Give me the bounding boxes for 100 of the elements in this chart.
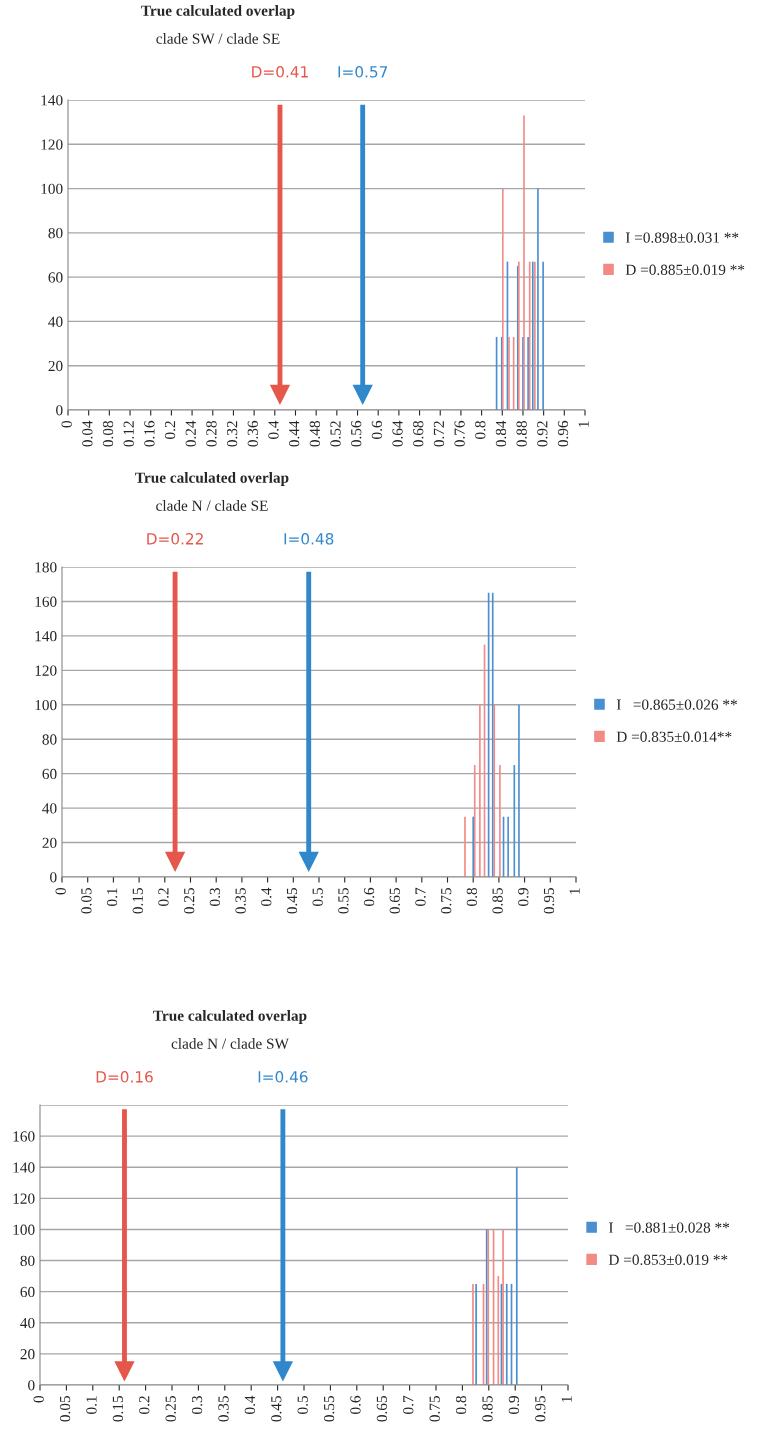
x-tick-label: 0.45 xyxy=(271,1396,282,1422)
x-tick-label: 0.16 xyxy=(144,420,155,447)
chart-subtitle: clade SW / clade SE xyxy=(156,33,280,44)
x-tick-label: 0.44 xyxy=(288,420,300,447)
y-tick-label: 20 xyxy=(48,360,63,372)
y-tick-label: 100 xyxy=(35,699,57,711)
ref-line-label: I=0.48 xyxy=(284,533,334,545)
x-tick-label: 0 xyxy=(61,421,72,428)
y-tick-label: 40 xyxy=(42,803,57,814)
legend-label: D =0.885±0.019 ** xyxy=(625,264,745,275)
y-tick-label: 0 xyxy=(56,405,63,416)
chart-title: True calculated overlap xyxy=(141,5,295,19)
ref-line-label: D=0.22 xyxy=(147,533,203,545)
x-tick-label: 0.2 xyxy=(139,1396,150,1414)
x-tick-label: 0.7 xyxy=(415,887,426,906)
x-tick-label: 0.56 xyxy=(351,420,362,447)
x-tick-label: 0.08 xyxy=(102,421,114,447)
x-tick-label: 0.1 xyxy=(106,888,118,906)
x-tick-label: 0.04 xyxy=(82,420,93,447)
x-tick-label: 0.95 xyxy=(535,1396,546,1422)
chart-title: True calculated overlap xyxy=(135,472,289,486)
x-tick-label: 0.92 xyxy=(537,421,548,447)
x-tick-label: 0.4 xyxy=(268,420,279,439)
ref-line-label: D=0.41 xyxy=(252,66,308,78)
x-tick-label: 0.64 xyxy=(392,420,403,447)
x-tick-label: 0.2 xyxy=(164,421,176,439)
x-tick-label: 0.45 xyxy=(286,888,298,914)
x-tick-label: 0.32 xyxy=(226,421,238,447)
y-tick-label: 80 xyxy=(20,1255,35,1267)
y-tick-label: 100 xyxy=(13,1224,35,1235)
x-tick-label: 0.12 xyxy=(123,421,134,447)
x-tick-label: 0.5 xyxy=(297,1396,308,1414)
x-tick-label: 0.25 xyxy=(184,888,195,914)
x-tick-label: 0.68 xyxy=(413,421,424,447)
x-tick-label: 0.75 xyxy=(441,888,452,914)
y-tick-label: 140 xyxy=(41,95,63,106)
x-tick-label: 0.65 xyxy=(389,888,400,914)
x-tick-label: 0.36 xyxy=(247,420,259,447)
y-tick-label: 60 xyxy=(48,272,63,283)
ref-line-label: I=0.57 xyxy=(338,66,388,78)
chart-subtitle: clade N / clade SE xyxy=(156,500,268,511)
y-tick-label: 160 xyxy=(13,1131,35,1142)
x-tick-label: 0.1 xyxy=(86,1396,97,1414)
x-tick-label: 0.8 xyxy=(455,1396,467,1414)
x-tick-label: 1 xyxy=(569,888,580,894)
x-tick-label: 0.5 xyxy=(312,888,323,906)
y-tick-label: 80 xyxy=(48,228,63,239)
x-tick-label: 0.88 xyxy=(516,421,527,447)
y-tick-label: 160 xyxy=(35,596,57,607)
x-tick-label: 0.55 xyxy=(323,1396,335,1422)
x-tick-label: 0.15 xyxy=(112,1396,124,1422)
y-tick-label: 60 xyxy=(42,768,57,780)
ref-line-label: I=0.46 xyxy=(258,1071,308,1083)
y-tick-label: 140 xyxy=(35,631,57,642)
x-tick-label: 0.85 xyxy=(482,1396,493,1422)
y-tick-label: 40 xyxy=(20,1317,35,1329)
legend-label: I =0.881±0.028 ** xyxy=(608,1222,730,1233)
x-tick-label: 0.05 xyxy=(59,1396,71,1422)
x-tick-label: 0.76 xyxy=(454,420,465,447)
x-tick-label: 1 xyxy=(561,1396,572,1402)
y-tick-label: 0 xyxy=(28,1380,35,1391)
y-tick-label: 0 xyxy=(50,872,57,883)
x-tick-label: 0.96 xyxy=(557,420,569,447)
y-tick-label: 120 xyxy=(35,665,57,676)
y-tick-label: 80 xyxy=(42,734,57,745)
x-tick-label: 0.6 xyxy=(371,420,383,439)
x-tick-label: 0.35 xyxy=(235,888,246,914)
ref-line-label: D=0.16 xyxy=(96,1071,153,1083)
y-tick-label: 120 xyxy=(13,1193,35,1204)
x-tick-label: 0.3 xyxy=(209,888,221,906)
x-tick-label: 0.95 xyxy=(543,888,555,914)
y-tick-label: 140 xyxy=(13,1162,35,1173)
x-tick-label: 0.6 xyxy=(363,887,375,906)
x-tick-label: 0.85 xyxy=(492,888,503,914)
x-tick-label: 0.3 xyxy=(191,1396,203,1414)
x-tick-label: 0.7 xyxy=(403,1395,414,1414)
x-tick-label: 0.84 xyxy=(495,420,507,447)
x-tick-label: 0.4 xyxy=(244,1395,256,1414)
x-tick-label: 0.75 xyxy=(429,1396,440,1422)
x-tick-label: 0.24 xyxy=(185,420,196,447)
x-tick-label: 0.52 xyxy=(330,421,341,447)
y-tick-label: 120 xyxy=(41,139,63,150)
legend-label: I =0.898±0.031 ** xyxy=(625,232,739,243)
x-tick-label: 0.8 xyxy=(475,421,486,439)
x-tick-label: 0.9 xyxy=(508,1396,520,1414)
x-tick-label: 0.65 xyxy=(376,1396,388,1422)
x-tick-label: 0.72 xyxy=(433,421,445,447)
y-tick-label: 100 xyxy=(41,183,63,195)
x-tick-label: 0.25 xyxy=(165,1396,176,1422)
y-tick-label: 20 xyxy=(20,1349,35,1360)
x-tick-label: 0.15 xyxy=(132,888,143,914)
x-tick-label: 0.48 xyxy=(309,421,321,447)
chart-subtitle: clade N / clade SW xyxy=(171,1038,289,1049)
chart-title: True calculated overlap xyxy=(153,1010,307,1024)
x-tick-label: 0.35 xyxy=(218,1396,229,1422)
y-tick-label: 40 xyxy=(48,316,63,327)
y-tick-label: 20 xyxy=(42,837,57,849)
x-tick-label: 0.28 xyxy=(206,421,217,447)
x-tick-label: 0.55 xyxy=(338,888,349,914)
x-tick-label: 0.4 xyxy=(261,887,272,906)
